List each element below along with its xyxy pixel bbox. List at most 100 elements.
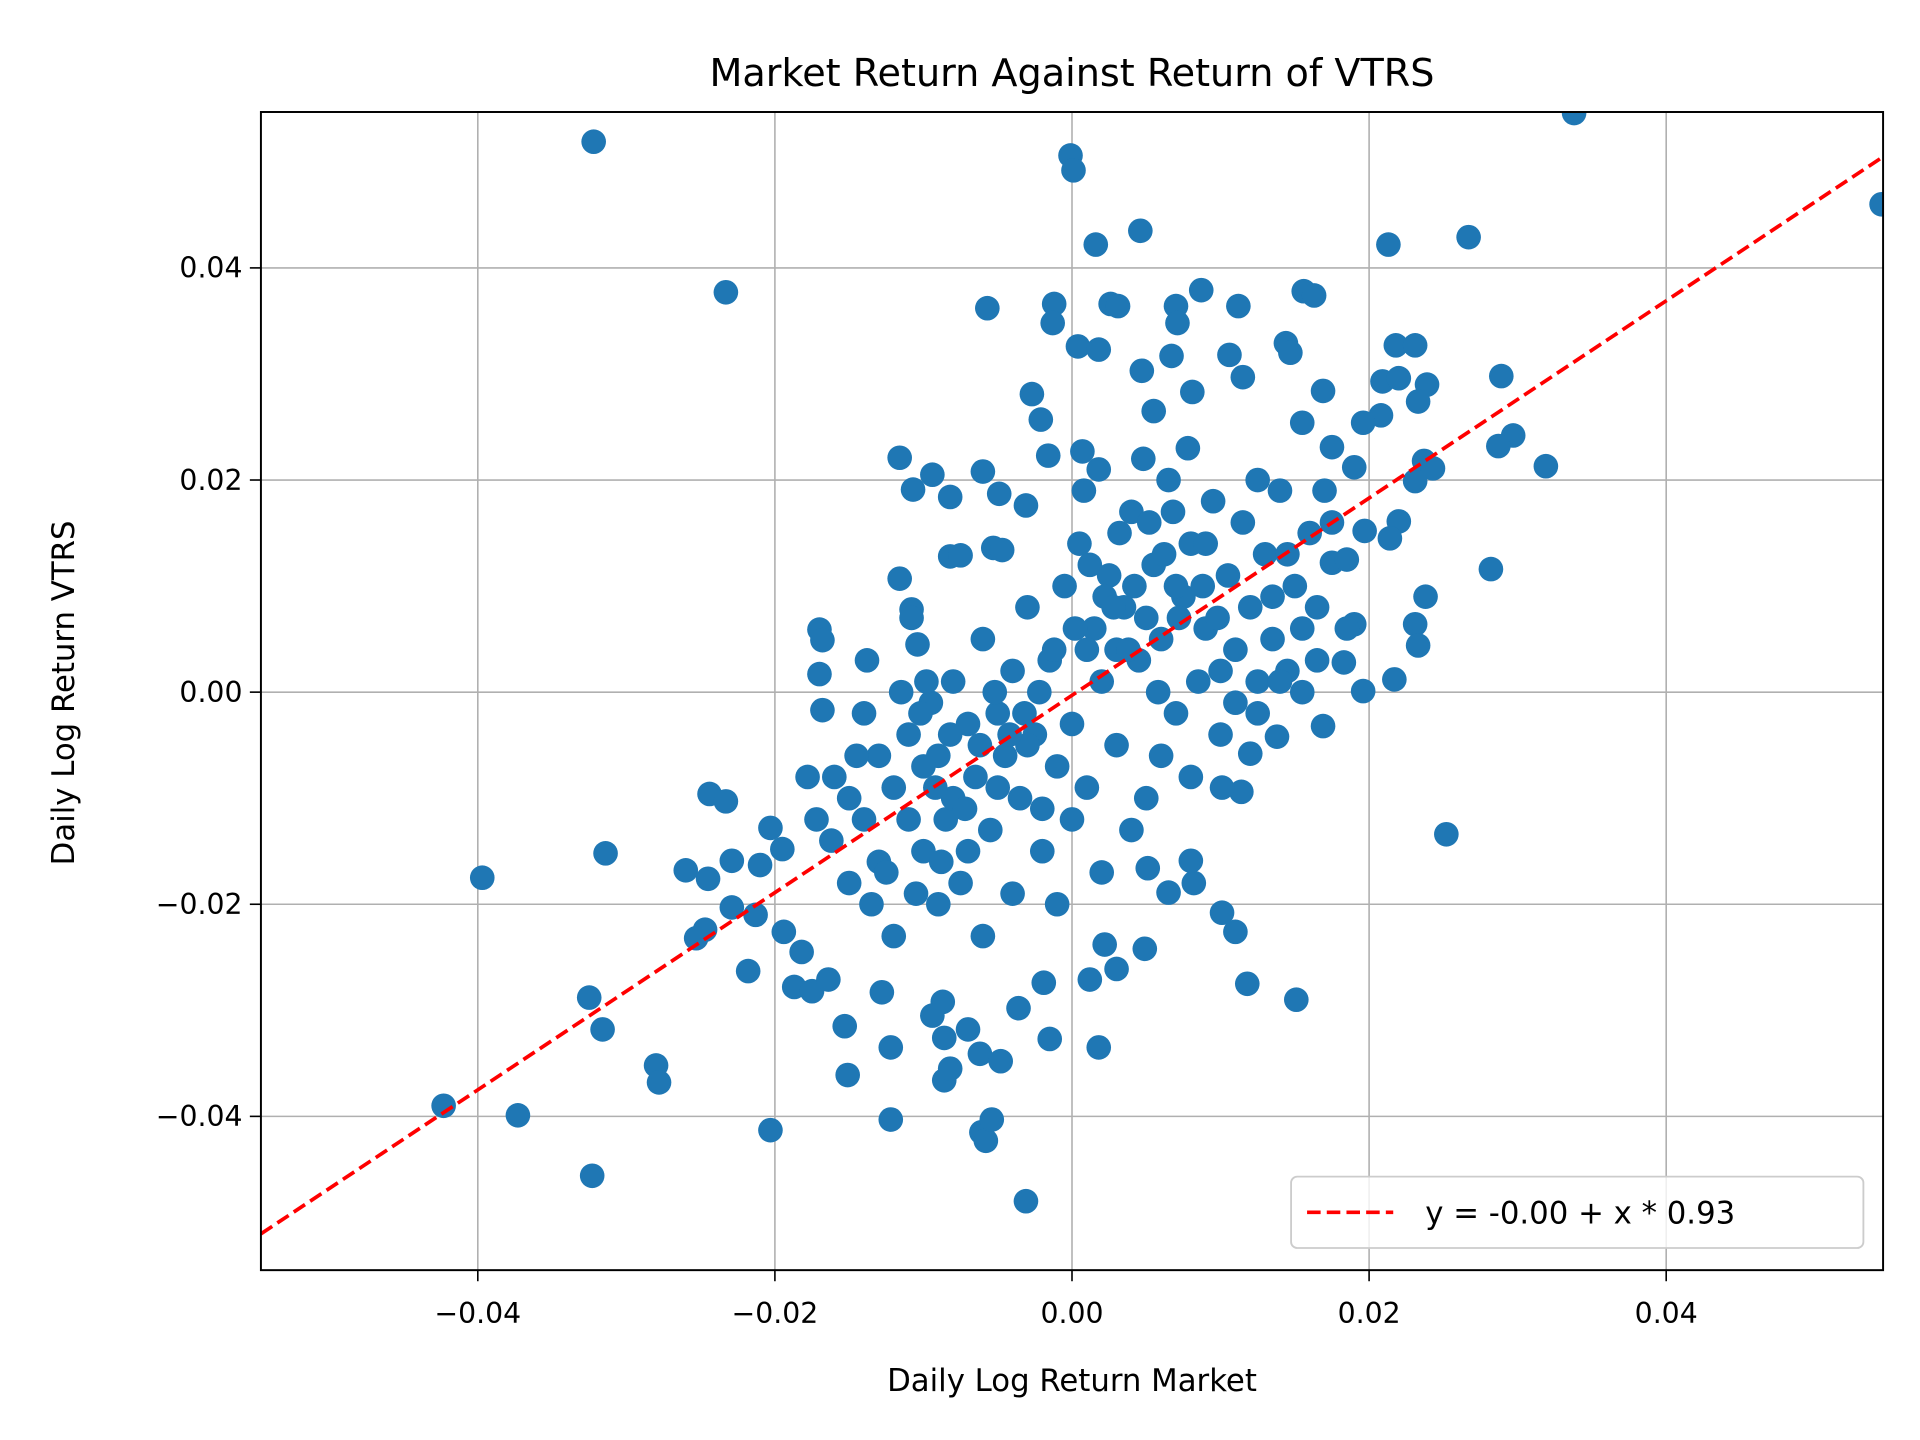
data-point xyxy=(1334,547,1360,572)
data-point xyxy=(1061,158,1086,183)
data-point xyxy=(1260,626,1285,652)
legend: y = -0.00 + x * 0.93 xyxy=(1290,1175,1865,1249)
data-point xyxy=(874,860,899,885)
data-point xyxy=(985,775,1011,800)
data-point xyxy=(1041,291,1067,317)
data-point xyxy=(1062,616,1088,641)
data-point xyxy=(1037,1026,1063,1052)
data-point xyxy=(937,1056,963,1081)
data-point xyxy=(1301,283,1327,308)
data-point xyxy=(770,836,795,862)
data-point xyxy=(1019,381,1045,407)
chart-title: Market Return Against Return of VTRS xyxy=(709,51,1434,95)
data-point xyxy=(1205,605,1230,631)
data-point xyxy=(1334,616,1360,641)
y-tick-label: −0.02 xyxy=(156,888,243,921)
data-point xyxy=(896,722,921,747)
data-point xyxy=(1013,1188,1039,1214)
data-point xyxy=(1027,679,1052,705)
data-point xyxy=(1000,881,1025,906)
data-point xyxy=(1007,785,1033,811)
data-point xyxy=(789,939,814,965)
x-tick-label: 0.04 xyxy=(1635,1297,1698,1330)
data-point xyxy=(866,743,892,769)
data-point xyxy=(1133,605,1159,631)
data-point xyxy=(1070,439,1095,464)
data-point xyxy=(1561,112,1587,126)
data-point xyxy=(1044,891,1070,917)
data-point xyxy=(1310,378,1336,404)
data-point xyxy=(1223,919,1248,945)
data-point xyxy=(1012,701,1037,726)
x-axis-label: Daily Log Return Market xyxy=(887,1363,1257,1399)
data-point xyxy=(955,711,981,737)
data-point xyxy=(970,626,996,652)
data-point xyxy=(1180,379,1205,405)
data-point xyxy=(1312,478,1337,503)
data-point xyxy=(1533,453,1559,479)
data-point xyxy=(914,669,939,694)
data-point xyxy=(1151,541,1177,567)
data-point xyxy=(576,985,602,1010)
data-point xyxy=(1089,669,1115,694)
data-point xyxy=(1156,880,1181,905)
data-point xyxy=(1165,310,1190,336)
data-point xyxy=(719,848,745,874)
data-point xyxy=(1208,658,1233,684)
data-point xyxy=(695,866,721,892)
data-point xyxy=(869,979,895,1005)
data-point xyxy=(1405,389,1431,414)
data-point xyxy=(1092,932,1117,957)
data-point xyxy=(1405,633,1431,658)
data-point xyxy=(1130,446,1156,472)
data-point xyxy=(1086,1035,1112,1060)
data-point xyxy=(1245,701,1270,726)
data-point xyxy=(1341,454,1367,480)
data-point xyxy=(1377,526,1403,551)
data-point xyxy=(931,1025,957,1051)
data-point xyxy=(1382,667,1407,692)
data-point xyxy=(1331,650,1357,675)
data-point xyxy=(810,697,835,723)
data-point xyxy=(673,858,699,883)
x-tick-label: 0.00 xyxy=(1040,1297,1103,1330)
data-point xyxy=(988,1048,1014,1074)
data-point xyxy=(1267,669,1293,694)
data-point xyxy=(1229,779,1254,805)
data-point xyxy=(1035,443,1061,468)
data-point xyxy=(1319,434,1345,460)
data-point xyxy=(1040,310,1065,336)
data-point xyxy=(758,815,783,841)
data-point xyxy=(920,462,945,488)
data-point xyxy=(1402,611,1428,637)
data-point xyxy=(836,785,862,811)
data-point xyxy=(1185,669,1211,694)
data-point xyxy=(1402,333,1428,358)
data-point xyxy=(822,764,847,790)
data-point xyxy=(1267,478,1293,503)
data-point xyxy=(1116,637,1141,663)
data-point xyxy=(979,1107,1005,1132)
data-point xyxy=(1402,468,1428,494)
data-point xyxy=(989,537,1015,563)
data-point xyxy=(1105,293,1131,319)
data-point xyxy=(1071,478,1097,503)
data-point xyxy=(1077,967,1103,992)
data-point xyxy=(881,775,907,800)
data-point xyxy=(1101,594,1126,620)
data-point xyxy=(878,1035,904,1060)
data-point xyxy=(1304,648,1330,673)
data-point xyxy=(1289,410,1315,436)
data-point xyxy=(719,895,745,920)
data-point xyxy=(859,891,884,917)
fit-line xyxy=(260,155,1884,1236)
data-point xyxy=(851,701,877,726)
data-point xyxy=(1163,701,1189,726)
data-point xyxy=(928,849,954,875)
data-point xyxy=(1065,334,1091,359)
data-point xyxy=(1086,457,1112,482)
data-point xyxy=(952,796,978,822)
data-point xyxy=(970,459,996,484)
data-point xyxy=(1059,711,1085,737)
data-point xyxy=(1264,724,1290,749)
